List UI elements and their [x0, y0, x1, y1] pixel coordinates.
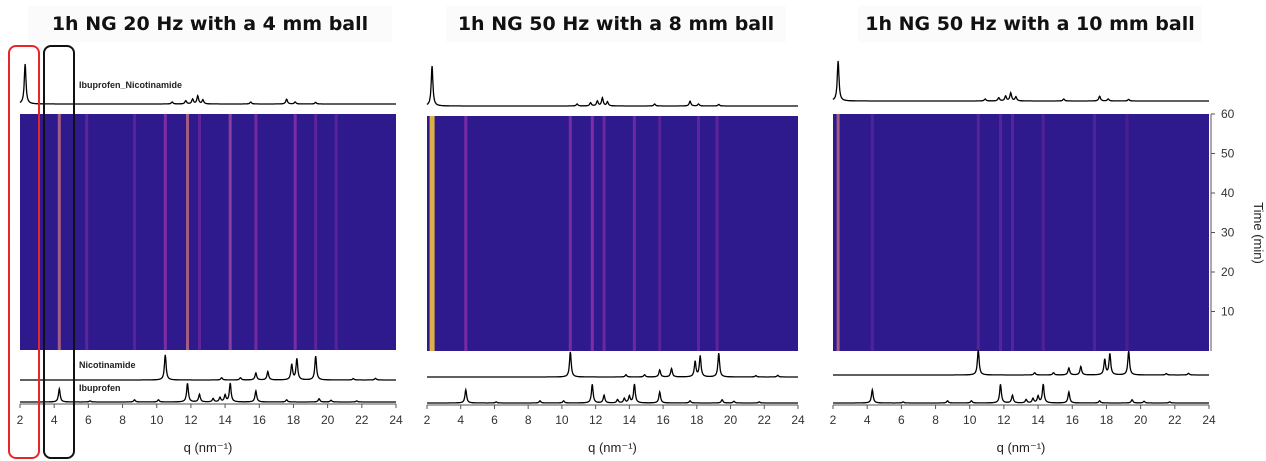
x-tick-label: 12 [997, 413, 1011, 427]
x-tick-label: 14 [218, 413, 232, 427]
x-axis-label: q (nm⁻¹) [588, 440, 637, 455]
x-tick-label: 14 [1031, 413, 1045, 427]
highlight-box-red [8, 45, 40, 459]
y-axis-label: Time (min) [1251, 202, 1266, 264]
heatmap-line [228, 114, 232, 350]
panel-2: 2 4 6 8 10 12 14 16 18 20 22 24q (nm⁻¹) [424, 65, 805, 455]
trace-ibuprofen [427, 383, 798, 404]
x-tick-label: 22 [1168, 413, 1182, 427]
trace-ibuprofen [20, 382, 396, 403]
heatmap-line [198, 114, 201, 350]
panel-1: Ibuprofen_Nicotinamide Nicotinamide Ibupro… [17, 63, 403, 455]
heatmap-line [697, 116, 700, 351]
highlight-box-black [43, 45, 75, 459]
heatmap-line [85, 114, 89, 350]
y-tick-label: 30 [1221, 226, 1235, 240]
heatmap-line [133, 114, 136, 350]
trace-ibuprofen-nicotinamide [19, 63, 396, 105]
heatmap-line [1093, 114, 1096, 351]
x-tick-label: 8 [525, 413, 532, 427]
x-tick-label: 10 [150, 413, 164, 427]
x-axis-label: q (nm⁻¹) [997, 440, 1046, 455]
heatmap-background [20, 114, 396, 350]
trace-label-ibuprofen: Ibuprofen [79, 383, 121, 393]
trace-nicotinamide [427, 351, 798, 378]
trace-ibuprofen [833, 383, 1209, 404]
x-tick-label: 6 [898, 413, 905, 427]
x-tick-label: 6 [85, 413, 92, 427]
heatmap-line [836, 114, 840, 351]
trace-label-nicotinamide: Nicotinamide [79, 360, 136, 370]
heatmap-line [464, 116, 468, 351]
heatmap-line [429, 116, 435, 351]
y-tick-label: 60 [1221, 107, 1235, 121]
x-tick-label: 8 [932, 413, 939, 427]
y-tick-label: 20 [1221, 265, 1235, 279]
x-tick-label: 20 [1134, 413, 1148, 427]
heatmap-line [658, 116, 662, 351]
heatmap-background [427, 116, 798, 351]
heatmap-line [186, 114, 189, 350]
x-tick-label: 16 [1066, 413, 1080, 427]
heatmap-line [57, 114, 61, 350]
heatmap-line [314, 114, 318, 350]
x-tick-label: 10 [963, 413, 977, 427]
x-tick-label: 12 [589, 413, 603, 427]
x-tick-label: 18 [287, 413, 301, 427]
heatmap-line [334, 114, 338, 350]
heatmap-line [715, 116, 719, 351]
x-tick-label: 24 [1202, 413, 1216, 427]
y-tick-label: 10 [1221, 305, 1235, 319]
heatmap-line [999, 114, 1002, 351]
x-tick-label: 2 [424, 413, 431, 427]
heatmap-line [163, 114, 167, 350]
x-tick-label: 16 [656, 413, 670, 427]
heatmap-background [833, 114, 1209, 351]
heatmap-line [1011, 114, 1014, 351]
trace-ibuprofen-nicotinamide [426, 65, 798, 107]
x-tick-label: 24 [791, 413, 805, 427]
panel-2-title: 1h NG 50 Hz with a 8 mm ball [446, 6, 786, 42]
heatmap-line [293, 114, 297, 350]
trace-label-ibuprofen-nicotinamide: Ibuprofen_Nicotinamide [79, 80, 182, 90]
heatmap-line [254, 114, 258, 350]
x-tick-label: 2 [830, 413, 837, 427]
y-tick-label: 50 [1221, 147, 1235, 161]
x-tick-label: 8 [119, 413, 126, 427]
panel-3: 2 4 6 8 10 12 14 16 18 20 22 24q (nm⁻¹)102030405060… [830, 60, 1266, 455]
x-tick-label: 4 [457, 413, 464, 427]
x-tick-label: 12 [184, 413, 198, 427]
heatmap-line [976, 114, 980, 351]
x-tick-label: 20 [321, 413, 335, 427]
x-tick-label: 4 [864, 413, 871, 427]
x-tick-label: 18 [1100, 413, 1114, 427]
x-tick-label: 20 [724, 413, 738, 427]
x-tick-label: 22 [758, 413, 772, 427]
x-tick-label: 6 [491, 413, 498, 427]
trace-ibuprofen-nicotinamide [832, 60, 1209, 102]
x-tick-label: 4 [51, 413, 58, 427]
x-tick-label: 16 [253, 413, 267, 427]
x-tick-label: 22 [355, 413, 369, 427]
y-tick-label: 40 [1221, 186, 1235, 200]
panel-1-title: 1h NG 20 Hz with a 4 mm ball [28, 6, 392, 42]
heatmap-line [632, 116, 636, 351]
heatmap-line [870, 114, 874, 351]
x-tick-label: 24 [389, 413, 403, 427]
x-tick-label: 18 [690, 413, 704, 427]
panel-3-title: 1h NG 50 Hz with a 10 mm ball [858, 6, 1202, 42]
x-tick-label: 10 [555, 413, 569, 427]
heatmap-line [1125, 114, 1129, 351]
trace-nicotinamide [833, 349, 1209, 376]
x-tick-label: 2 [17, 413, 24, 427]
heatmap-line [568, 116, 572, 351]
heatmap-line [1041, 114, 1045, 351]
trace-nicotinamide [20, 354, 396, 381]
heatmap-line [602, 116, 606, 351]
x-axis-label: q (nm⁻¹) [184, 440, 233, 455]
x-tick-label: 14 [623, 413, 637, 427]
heatmap-line [590, 116, 594, 351]
